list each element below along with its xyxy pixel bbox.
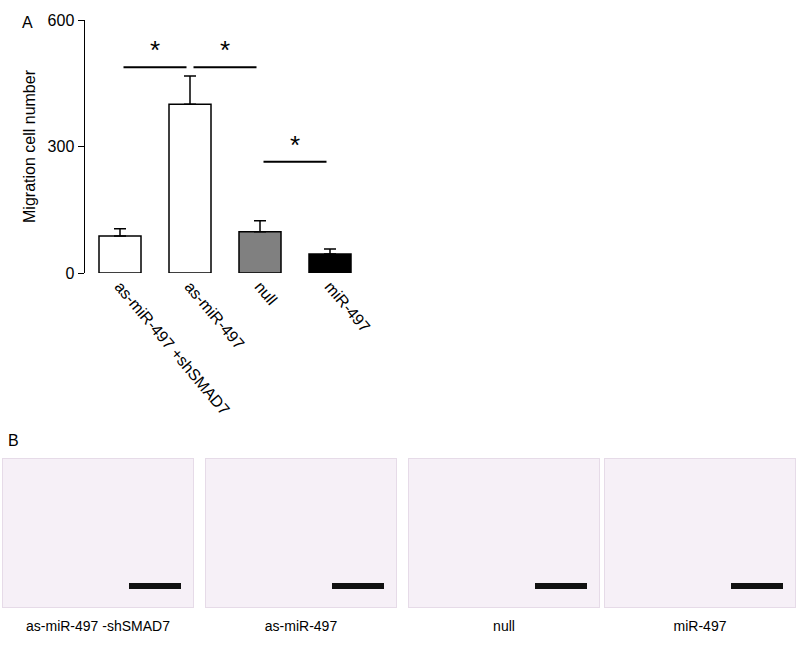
html-text:as-miR-497: as-miR-497 <box>264 618 338 634</box>
svg-text:Migration cell number: Migration cell number <box>21 69 38 223</box>
svg-text:*: * <box>220 35 230 65</box>
svg-text:600: 600 <box>48 12 75 29</box>
svg-text:300: 300 <box>48 138 75 155</box>
html-text:as-miR-497 -shSMAD7: as-miR-497 -shSMAD7 <box>26 618 170 634</box>
svg-text:0: 0 <box>65 265 74 282</box>
html-text:B: B <box>8 432 19 449</box>
svg-text:*: * <box>150 35 160 65</box>
html-text:null: null <box>493 618 515 634</box>
svg-text:as-miR-497 +shSMAD7: as-miR-497 +shSMAD7 <box>112 278 233 418</box>
svg-text:null: null <box>252 278 281 308</box>
svg-text:*: * <box>290 130 300 160</box>
svg-text:miR-497: miR-497 <box>322 278 374 335</box>
svg-text:as-miR-497: as-miR-497 <box>182 278 248 352</box>
html-text:A: A <box>22 14 33 31</box>
html-text:miR-497: miR-497 <box>673 618 727 634</box>
